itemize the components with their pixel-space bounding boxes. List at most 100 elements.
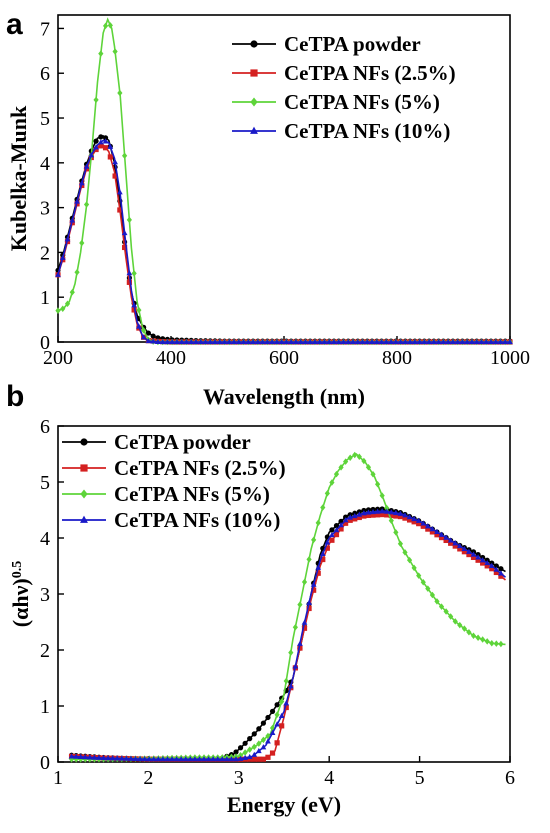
- data-point: [421, 338, 428, 345]
- data-point: [155, 756, 162, 762]
- data-point: [228, 756, 235, 762]
- data-point: [250, 338, 256, 345]
- data-point: [77, 753, 84, 759]
- data-point: [112, 48, 118, 55]
- data-point: [93, 96, 99, 104]
- data-point: [480, 636, 486, 643]
- data-point: [478, 338, 485, 345]
- data-point: [269, 729, 276, 735]
- data-point: [452, 543, 458, 549]
- data-point: [488, 338, 494, 345]
- x-tick-label: 1000: [490, 347, 530, 369]
- data-point: [333, 531, 340, 538]
- data-point: [470, 554, 477, 560]
- data-point: [297, 601, 303, 608]
- data-point: [320, 504, 326, 511]
- data-point: [182, 756, 189, 762]
- data-point: [159, 338, 166, 345]
- data-point: [315, 570, 321, 576]
- data-point: [140, 334, 147, 340]
- data-point: [443, 537, 449, 544]
- data-point: [356, 453, 362, 461]
- data-point: [457, 546, 463, 552]
- x-tick-label: 400: [156, 347, 186, 369]
- data-point: [278, 338, 285, 345]
- data-point: [283, 677, 289, 685]
- data-point: [333, 523, 340, 529]
- data-point: [356, 514, 362, 521]
- y-tick-label: 0: [40, 332, 50, 354]
- series-line: [71, 513, 507, 760]
- data-point: [265, 714, 271, 721]
- data-point: [288, 649, 294, 656]
- data-point: [297, 338, 304, 345]
- data-point: [333, 526, 340, 533]
- data-point: [265, 732, 271, 740]
- data-point: [347, 454, 353, 462]
- data-point: [126, 270, 133, 276]
- legend-marker: [250, 126, 258, 134]
- data-point: [475, 554, 481, 560]
- data-point: [498, 566, 504, 572]
- data-point: [233, 749, 239, 755]
- data-point: [145, 330, 151, 336]
- data-point: [319, 550, 326, 556]
- data-point: [150, 756, 157, 762]
- panel-letter-b: b: [6, 380, 24, 413]
- data-point: [293, 338, 299, 345]
- data-point: [235, 338, 242, 345]
- data-point: [469, 338, 475, 345]
- data-point: [459, 338, 466, 345]
- data-point: [83, 163, 90, 169]
- data-point: [274, 721, 280, 727]
- data-point: [352, 516, 358, 522]
- data-point: [117, 89, 123, 97]
- data-point: [425, 585, 431, 592]
- data-point: [484, 638, 490, 645]
- data-point: [434, 532, 440, 538]
- data-point: [183, 338, 190, 345]
- panel-b-series: [68, 451, 507, 763]
- data-point: [493, 569, 499, 576]
- data-point: [74, 198, 80, 204]
- data-point: [329, 537, 335, 543]
- data-point: [216, 338, 223, 345]
- data-point: [269, 750, 276, 756]
- series-line: [57, 139, 510, 343]
- y-tick-label: 2: [40, 640, 50, 662]
- series-cetpa-nfs-10: [55, 138, 513, 345]
- data-point: [255, 747, 262, 754]
- data-point: [450, 338, 456, 345]
- data-point: [193, 338, 199, 345]
- data-point: [440, 338, 447, 345]
- data-point: [164, 338, 171, 345]
- data-point: [112, 173, 118, 179]
- data-point: [406, 514, 413, 520]
- data-point: [279, 723, 285, 729]
- y-tick-label: 3: [40, 584, 50, 606]
- data-point: [373, 338, 380, 345]
- data-point: [69, 289, 75, 296]
- data-point: [254, 338, 261, 345]
- data-point: [388, 338, 394, 345]
- y-tick-label: 4: [40, 153, 50, 175]
- data-point: [329, 479, 335, 486]
- data-point: [493, 640, 499, 647]
- data-point: [311, 587, 317, 593]
- data-point: [274, 702, 280, 708]
- data-point: [497, 338, 504, 345]
- data-point: [411, 564, 417, 572]
- data-point: [126, 216, 132, 224]
- data-point: [324, 545, 330, 551]
- data-point: [461, 549, 467, 555]
- data-point: [407, 338, 413, 345]
- data-point: [93, 138, 99, 144]
- data-point: [475, 557, 481, 563]
- data-point: [420, 523, 426, 529]
- data-point: [102, 145, 109, 151]
- data-point: [73, 755, 79, 763]
- data-point: [475, 634, 481, 641]
- data-point: [126, 279, 132, 285]
- data-point: [488, 562, 495, 568]
